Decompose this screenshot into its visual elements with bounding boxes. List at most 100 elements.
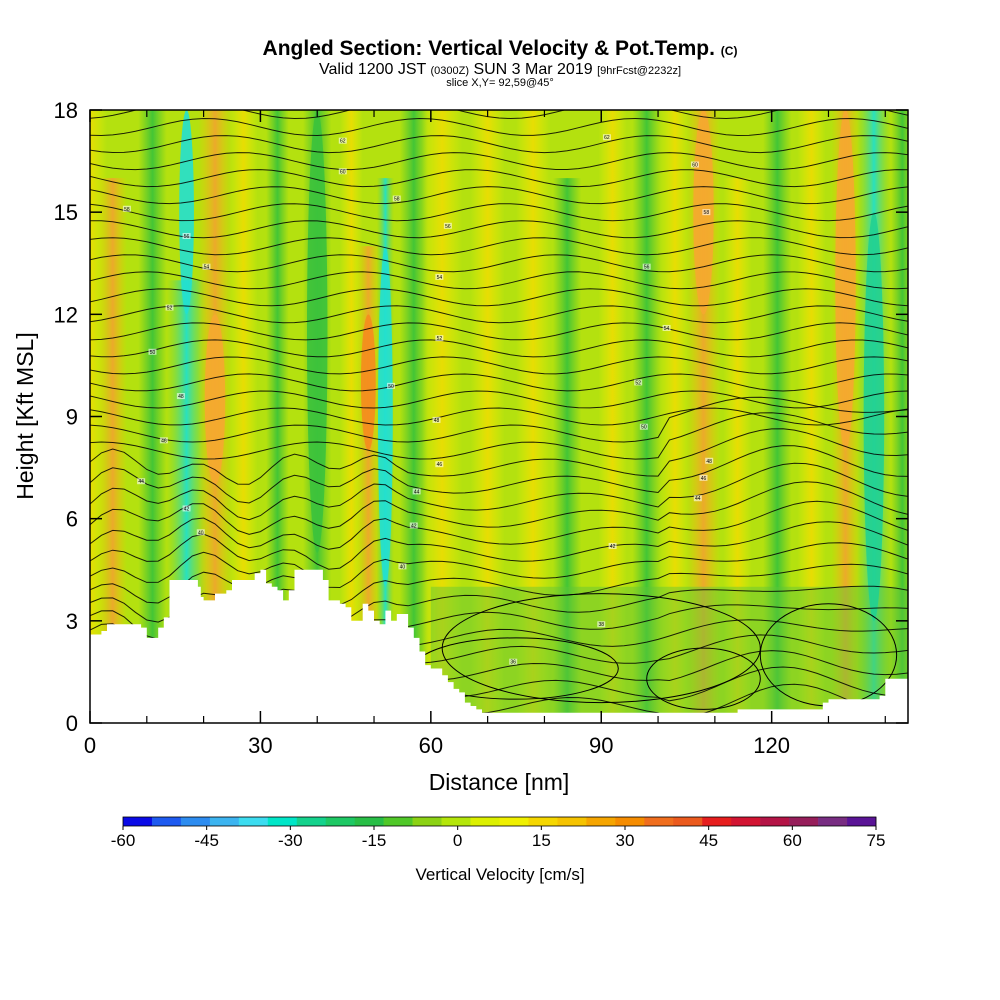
theta-contour-line <box>90 462 908 521</box>
theta-contour-line <box>90 322 908 341</box>
colorbar-swatch <box>789 817 819 826</box>
colorbar-swatch <box>673 817 703 826</box>
contour-label: 56 <box>445 224 451 230</box>
chart-slice-info: slice X,Y= 92,59@45° <box>446 77 554 89</box>
x-tick-label: 60 <box>419 733 443 758</box>
colorbar-swatch <box>123 817 153 826</box>
colorbar-swatch <box>760 817 790 826</box>
contour-label: 54 <box>437 275 443 281</box>
theta-contour-line <box>90 117 908 137</box>
colorbar-swatch <box>238 817 269 826</box>
theta-contour-closed <box>646 647 761 710</box>
colorbar-swatch <box>818 817 848 826</box>
contour-label: 42 <box>411 523 417 529</box>
contour-label-bg <box>137 478 146 485</box>
contour-labels: 58 56 54 52 50 48 46 44 42 40 62 60 58 56 54 52 50 48 46 44… <box>122 134 714 666</box>
contour-label: 40 <box>400 564 406 570</box>
contour-label-bg <box>159 437 168 444</box>
theta-contour-line <box>90 373 908 392</box>
contour-label-bg <box>182 505 191 512</box>
contour-label: 58 <box>124 207 130 213</box>
contour-label-bg <box>176 393 185 400</box>
contour-label-bg <box>443 222 452 229</box>
x-tick-label: 90 <box>589 733 613 758</box>
contour-label: 48 <box>434 418 440 424</box>
contour-label-bg <box>662 324 671 331</box>
theta-contour-line <box>90 254 908 273</box>
streak-green <box>266 110 289 723</box>
colorbar-swatch <box>702 817 732 826</box>
contour-label-bg <box>690 161 699 168</box>
contour-label-bg <box>432 416 441 423</box>
contour-label-bg <box>639 423 648 430</box>
terrain-mask <box>90 569 908 723</box>
theta-contour-line <box>90 135 908 154</box>
contour-label-bg <box>642 263 651 270</box>
colorbar-swatch <box>731 817 761 826</box>
colorbar-tick-label: 30 <box>616 831 635 850</box>
theta-contour-line <box>90 396 908 443</box>
colorbar-swatch <box>557 817 587 826</box>
updraft-core <box>835 110 856 451</box>
theta-contour-line <box>90 169 908 188</box>
contour-label-bg <box>122 205 131 212</box>
theta-contour-line <box>90 220 908 239</box>
theta-contour-line <box>90 339 908 358</box>
contour-label: 54 <box>204 265 210 271</box>
colorbar-swatch <box>847 817 877 826</box>
colorbar-tick-label: 15 <box>532 831 551 850</box>
contour-label-bg <box>435 335 444 342</box>
theta-contour-line <box>90 542 908 589</box>
theta-contour-line <box>90 445 908 504</box>
contour-label: 58 <box>704 210 710 216</box>
theta-contour-line <box>90 203 908 222</box>
downdraft-core <box>306 110 328 553</box>
x-axis: 0 30 60 90 120 <box>84 110 886 758</box>
contour-label-bg <box>597 621 606 628</box>
contour-label: 46 <box>437 462 443 468</box>
colorbar-swatch <box>267 817 298 826</box>
contour-label-bg <box>634 379 643 386</box>
y-tick-label: 15 <box>54 200 78 225</box>
contour-label: 50 <box>150 350 156 356</box>
colorbar-label: Vertical Velocity [cm/s] <box>415 865 584 884</box>
colorbar-swatch <box>325 817 355 826</box>
contour-label-bg <box>608 542 617 549</box>
streak-yellow <box>598 110 627 723</box>
contour-label: 62 <box>604 135 610 141</box>
theta-contour-line <box>90 481 908 535</box>
contour-label-bg <box>412 488 421 495</box>
colorbar-swatch <box>296 817 327 826</box>
colorbar-swatch <box>528 817 558 826</box>
colorbar-swatch <box>412 817 442 826</box>
colorbar-swatch <box>354 817 384 826</box>
valid-forecast: [9hrFcst@2232z] <box>597 65 682 77</box>
updraft-core <box>360 314 376 451</box>
contour-label: 52 <box>437 336 443 342</box>
contour-label: 56 <box>184 234 190 240</box>
valid-date: SUN 3 Mar 2019 <box>473 61 593 78</box>
colorbar-swatch <box>499 817 529 826</box>
colorbar-swatch <box>180 817 211 826</box>
colorbar-swatch <box>151 817 182 826</box>
theta-contour-line <box>90 390 908 409</box>
contour-label: 42 <box>184 506 190 512</box>
contour-label: 60 <box>340 169 346 175</box>
contour-label: 50 <box>641 425 647 431</box>
y-tick-label: 12 <box>54 302 78 327</box>
contour-label: 50 <box>388 384 394 390</box>
contour-label: 42 <box>610 544 616 550</box>
contour-label-bg <box>338 168 347 175</box>
contour-label: 52 <box>167 306 173 312</box>
y-tick-label: 9 <box>66 405 78 430</box>
theta-contour-line <box>90 563 908 606</box>
contour-label-bg <box>602 134 611 141</box>
contour-label-bg <box>196 529 205 536</box>
streak-yellow <box>516 110 551 723</box>
colorbar-tick-label: 0 <box>453 831 462 850</box>
contour-label: 58 <box>394 197 400 203</box>
colorbar-tick-label: -15 <box>362 831 387 850</box>
theta-contour-line <box>90 428 908 485</box>
contour-label: 44 <box>695 496 701 502</box>
velocity-field <box>90 110 908 723</box>
